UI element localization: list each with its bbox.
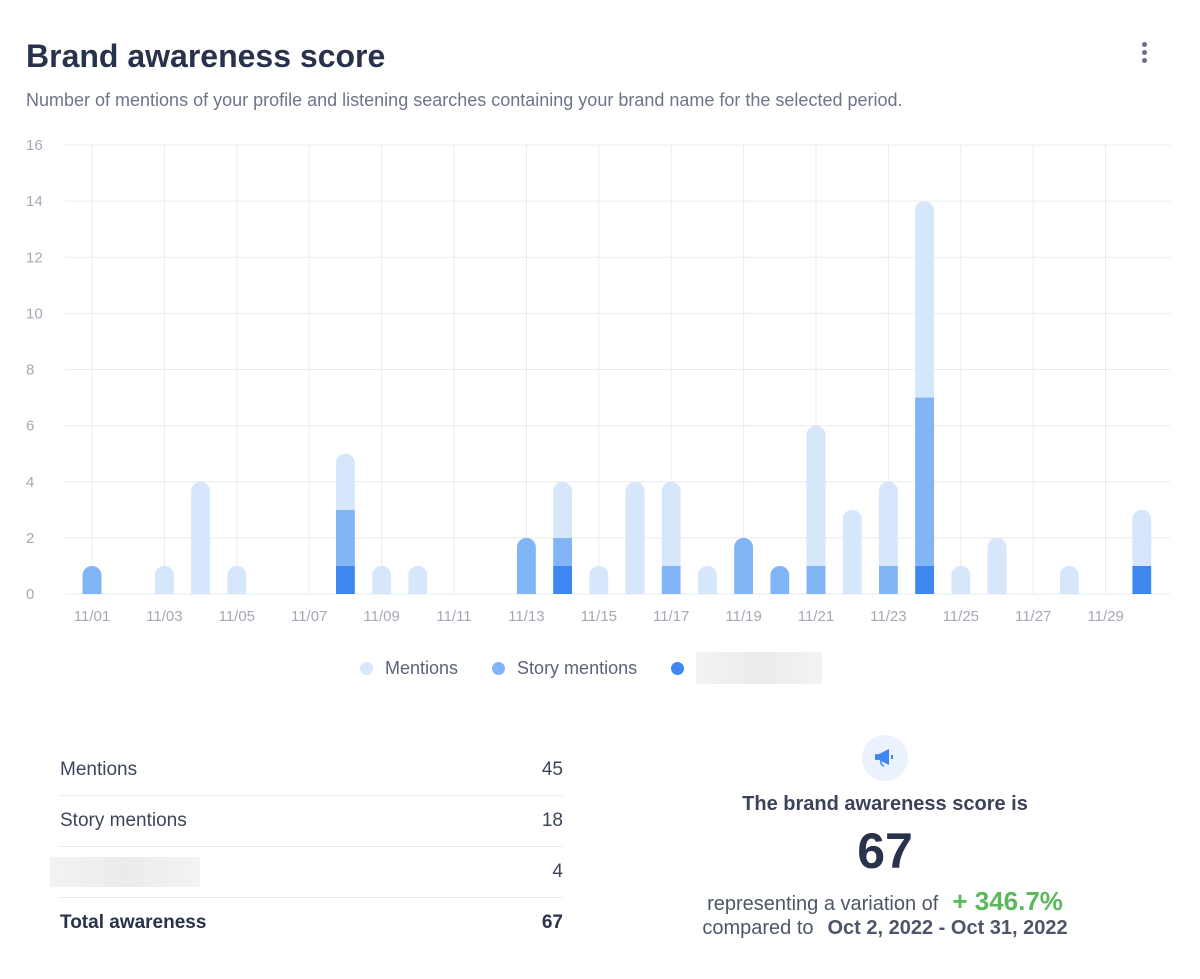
x-tick-label: 11/05	[219, 608, 255, 625]
bar-segment-redacted	[335, 565, 355, 594]
bar-segment-mentions	[842, 509, 862, 594]
y-tick-label: 4	[26, 474, 34, 491]
legend-dot	[492, 661, 506, 675]
y-tick-label: 10	[26, 305, 43, 322]
x-tick-label: 11/23	[870, 608, 906, 625]
bar-segment-story-mentions	[661, 565, 681, 594]
more-options-icon[interactable]	[1136, 42, 1152, 70]
bar-segment-mentions	[553, 481, 573, 538]
x-tick-label: 11/29	[1087, 608, 1123, 625]
x-tick-label: 11/15	[581, 608, 617, 625]
bar-segment-mentions	[154, 565, 174, 594]
summary-panel: The brand awareness score is 67 represen…	[640, 735, 1130, 940]
bar-segment-redacted	[553, 565, 573, 594]
table-row: Mentions 45	[60, 745, 563, 796]
bar-segment-story-mentions	[806, 565, 826, 594]
bar-segment-mentions	[408, 565, 428, 594]
y-tick-label: 16	[26, 137, 43, 154]
bar-segment-story-mentions	[915, 397, 935, 566]
redacted-label	[50, 857, 200, 887]
bar-segment-story-mentions	[553, 537, 573, 566]
bar-segment-story-mentions	[878, 565, 898, 594]
redacted-label	[696, 652, 823, 684]
comparison-period: Oct 2, 2022 - Oct 31, 2022	[827, 917, 1068, 939]
x-tick-label: 11/07	[291, 608, 327, 625]
bar-segment-story-mentions	[516, 537, 536, 594]
bar-segment-story-mentions	[770, 565, 790, 594]
x-tick-label: 11/19	[725, 608, 761, 625]
bar-segment-mentions	[1059, 565, 1079, 594]
x-tick-label: 11/03	[146, 608, 182, 625]
table-row: Story mentions 18	[60, 796, 563, 847]
chart-legend: Mentions Story mentions	[360, 652, 856, 684]
compared-text: compared to	[702, 917, 814, 939]
bar-segment-story-mentions	[82, 565, 102, 594]
legend-mentions[interactable]: Mentions	[360, 658, 458, 679]
y-tick-label: 6	[26, 418, 34, 435]
x-tick-label: 11/17	[653, 608, 689, 625]
bar-segment-mentions	[589, 565, 609, 594]
x-tick-label: 11/27	[1015, 608, 1051, 625]
bar-segment-mentions	[987, 537, 1007, 594]
x-tick-label: 11/09	[363, 608, 399, 625]
bar-segment-mentions	[915, 201, 935, 398]
bar-segment-mentions	[1132, 509, 1152, 566]
bar-segment-mentions	[191, 481, 211, 594]
x-tick-label: 11/13	[508, 608, 544, 625]
bar-segment-mentions	[951, 565, 971, 594]
awareness-table: Mentions 45 Story mentions 18 4 Total awar…	[50, 745, 563, 948]
bar-segment-redacted	[915, 565, 935, 594]
y-tick-label: 8	[26, 362, 34, 379]
bar-segment-mentions	[806, 425, 826, 566]
page-title: Brand awareness score	[26, 38, 386, 74]
bar-segment-mentions	[697, 565, 717, 594]
stacked-bar-chart: 0 2 4 6 8 10 12 14 16 11/01 11/03 11/05 11/07 11/09 11…	[26, 137, 1170, 625]
legend-dot	[360, 661, 373, 675]
table-row: 4	[50, 847, 563, 898]
y-tick-label: 2	[26, 530, 34, 547]
x-tick-label: 11/21	[798, 608, 834, 625]
bar-segment-mentions	[625, 481, 645, 594]
y-tick-label: 0	[26, 586, 34, 603]
summary-heading: The brand awareness score is	[742, 793, 1028, 815]
bar-segment-story-mentions	[734, 537, 754, 594]
x-tick-label: 11/01	[74, 608, 110, 625]
megaphone-icon	[862, 735, 908, 781]
bar-segment-redacted	[1132, 565, 1152, 594]
x-tick-label: 11/11	[436, 608, 471, 625]
bar-segment-mentions	[661, 481, 681, 566]
legend-dot	[671, 661, 685, 675]
bar-segment-mentions	[227, 565, 247, 594]
summary-score: 67	[857, 823, 913, 879]
table-row-total: Total awareness 67	[60, 912, 563, 933]
y-tick-label: 14	[26, 193, 43, 210]
variation-value: + 346.7%	[952, 886, 1063, 916]
bar-segment-mentions	[335, 453, 355, 510]
bar-segment-story-mentions	[335, 509, 355, 566]
x-tick-label: 11/25	[943, 608, 979, 625]
variation-text: representing a variation of	[707, 893, 939, 915]
page-subtitle: Number of mentions of your profile and l…	[26, 90, 903, 110]
bar-segment-mentions	[878, 481, 898, 566]
legend-story-mentions[interactable]: Story mentions	[492, 658, 637, 679]
bar-segment-mentions	[372, 565, 392, 594]
legend-redacted[interactable]	[671, 652, 823, 684]
y-tick-label: 12	[26, 249, 43, 266]
